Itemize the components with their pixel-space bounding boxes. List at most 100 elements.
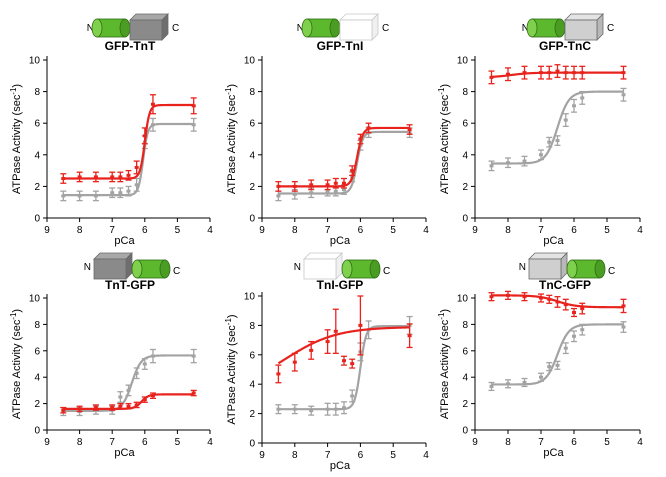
x-tick-label: 7 (325, 225, 331, 236)
data-point (580, 71, 585, 75)
y-axis-label: ATPase Activity (sec-1) (9, 84, 24, 194)
data-point (150, 102, 155, 106)
fit-curve-gray (491, 90, 624, 165)
y-tick-label: 4 (34, 373, 40, 384)
data-point (61, 194, 66, 198)
data-point (547, 140, 552, 144)
data-point (489, 164, 494, 168)
x-axis-label: pCa (330, 235, 351, 247)
y-tick-label: 0 (34, 426, 40, 437)
panel-tnc-gfp: N C TnC-GFP 0 2 4 6 8 10 9 8 7 6 5 4 pCa ATPase Activity… (437, 252, 643, 459)
x-axis-label: pCa (543, 235, 564, 247)
data-point (93, 406, 98, 410)
data-point (621, 304, 626, 308)
data-point (350, 362, 355, 366)
series-red (275, 295, 413, 384)
x-tick-label: 8 (77, 225, 83, 236)
protein-box-top (129, 13, 169, 21)
data-point (522, 159, 527, 163)
protein-box-icon (129, 13, 169, 41)
x-axis-label: pCa (330, 460, 351, 472)
data-point (621, 325, 626, 329)
gfp-barrel-right-cap (594, 259, 606, 279)
data-point (126, 404, 131, 408)
y-tick-label: 2 (34, 182, 40, 193)
data-point (292, 360, 297, 364)
gfp-barrel-right-cap (554, 18, 566, 38)
data-point (539, 153, 543, 157)
series-gray (275, 315, 413, 416)
data-point (118, 175, 123, 179)
protein-box-icon (93, 252, 133, 280)
fit-curve-red (277, 126, 411, 188)
protein-box-top (93, 252, 133, 260)
fit-curve-red (277, 326, 411, 365)
data-point (539, 71, 543, 75)
data-point (555, 363, 560, 367)
data-point (489, 295, 494, 299)
panel-tni-gfp: N C TnI-GFP 0 2 4 6 8 10 9 8 7 6 5 4 pCa ATPase Activity… (224, 252, 429, 472)
data-point (522, 71, 527, 75)
x-tick-label: 6 (358, 225, 364, 236)
x-tick-label: 8 (505, 225, 511, 236)
data-point (77, 194, 82, 198)
data-point (333, 181, 338, 185)
x-tick-label: 4 (637, 437, 643, 448)
c-terminus-label: C (382, 23, 389, 34)
data-point (506, 72, 510, 76)
data-point (309, 191, 314, 195)
data-point (61, 408, 66, 412)
data-point (539, 296, 543, 300)
gfp-barrel-right-cap (159, 259, 171, 279)
data-point (276, 407, 281, 411)
data-point (563, 346, 568, 350)
y-axis-label: ATPase Activity (sec-1) (224, 314, 239, 424)
gfp-barrel-left-cap (566, 259, 578, 279)
x-axis-label: pCa (543, 447, 564, 459)
data-point (191, 104, 196, 108)
data-point (489, 384, 494, 388)
y-tick-label: 4 (249, 380, 255, 391)
panel-gfp-tni: N C GFP-TnI 0 2 4 6 8 10 9 8 7 6 5 4 pCa ATPase Activity… (224, 13, 429, 247)
data-point (134, 403, 139, 407)
y-tick-label: 0 (462, 426, 468, 437)
n-terminus-label: N (522, 23, 529, 34)
data-point (580, 328, 585, 332)
c-terminus-label: C (383, 266, 390, 277)
data-point (142, 134, 147, 138)
x-tick-label: 5 (390, 450, 396, 461)
y-tick-label: 4 (249, 150, 255, 161)
y-tick-label: 6 (462, 119, 468, 130)
gfp-barrel-left-cap (91, 18, 103, 38)
x-tick-label: 5 (175, 225, 181, 236)
data-point (134, 165, 139, 169)
panel-title: TnT-GFP (105, 278, 155, 292)
data-point (110, 406, 115, 410)
protein-box-icon (303, 252, 343, 280)
fit-curve-gray (491, 323, 624, 386)
x-tick-label: 4 (423, 225, 429, 236)
y-tick-label: 4 (462, 150, 468, 161)
gfp-barrel-icon (566, 259, 606, 279)
fit-curve-red (62, 103, 195, 180)
data-point (522, 295, 527, 299)
data-point (580, 96, 585, 100)
data-point (522, 380, 527, 384)
gfp-barrel-right-cap (329, 18, 341, 38)
protein-box-front (93, 258, 127, 280)
data-point (547, 297, 552, 301)
protein-box-top (339, 13, 379, 21)
panel-title: TnI-GFP (317, 278, 364, 292)
data-point (555, 69, 560, 73)
x-axis-label: pCa (114, 235, 135, 247)
data-point (61, 177, 66, 180)
y-tick-label: 10 (29, 294, 41, 305)
c-terminus-label: C (173, 266, 180, 277)
n-terminus-label: N (87, 23, 94, 34)
data-point (292, 192, 297, 196)
data-point (276, 372, 281, 376)
gfp-barrel-icon (301, 18, 341, 38)
data-point (325, 189, 330, 193)
panel-gfp-tnc: N C GFP-TnC 0 2 4 6 8 10 9 8 7 6 5 4 pCa ATPase Activity… (437, 13, 643, 247)
